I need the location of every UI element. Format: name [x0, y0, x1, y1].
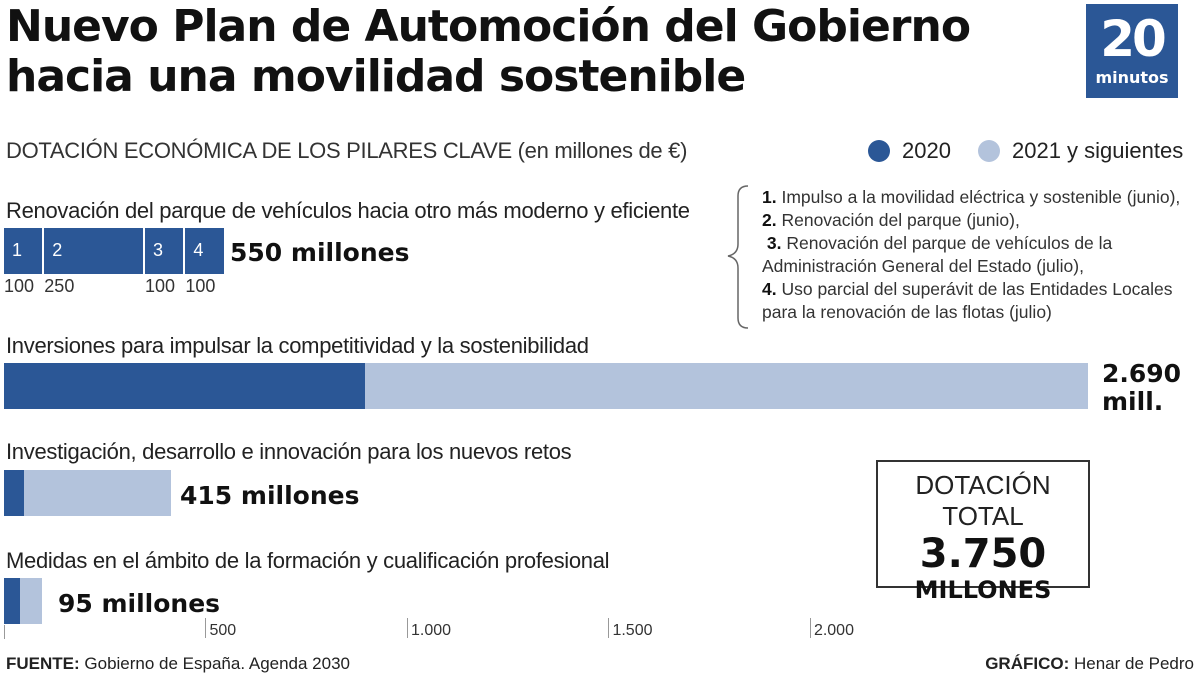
pillar-4-title: Medidas en el ámbito de la formación y c… — [6, 548, 610, 573]
x-axis-tick-mark — [809, 618, 811, 638]
pillar-4-segment-2021 — [20, 578, 43, 624]
source-text: Gobierno de España. Agenda 2030 — [79, 654, 351, 673]
pillar-2-segment-2021 — [364, 363, 1088, 409]
credit-label: GRÁFICO: — [985, 654, 1070, 673]
pillar-3-segment-2021 — [24, 470, 172, 516]
pillar-3-segment-2020 — [4, 470, 25, 516]
total-box-value: 3.750 — [919, 531, 1047, 577]
pillar-1-segment-label: 2 — [52, 240, 63, 260]
note-num-4: 4. — [762, 279, 777, 299]
x-axis-tick-label: 500 — [209, 622, 237, 639]
note-num-1: 1. — [762, 187, 777, 207]
pillar-1-segment-value: 250 — [44, 276, 75, 296]
pillar-1-segment-value: 100 — [185, 276, 216, 296]
pillar-2-total-value: 2.690 — [1102, 359, 1182, 388]
pillar-1-segment-value: 100 — [4, 276, 35, 296]
total-box-label: DOTACIÓN TOTAL — [915, 470, 1051, 531]
chart-title: Nuevo Plan de Automoción del Gobierno ha… — [6, 2, 1066, 102]
x-axis-tick-mark — [205, 618, 207, 638]
pillar-1-segment-value: 100 — [145, 276, 176, 296]
pillar-4-total: 95 millones — [58, 589, 221, 618]
note-text-4: Uso parcial del superávit de las Entidad… — [762, 279, 1173, 322]
pillar-1-note: 1. Impulso a la movilidad eléctrica y so… — [762, 186, 1192, 324]
note-text-3: Renovación del parque de vehículos de la… — [762, 233, 1113, 276]
note-num-3: 3. — [766, 233, 782, 253]
total-box: DOTACIÓN TOTAL 3.750 MILLONES — [876, 460, 1090, 604]
x-axis-tick-label: 1.000 — [410, 622, 452, 639]
x-axis-tick-label: 1.500 — [612, 622, 653, 639]
x-axis-tick-label: 2.000 — [813, 622, 854, 639]
pillar-2-total-unit: mill. — [1102, 387, 1164, 416]
axis-origin-line — [4, 625, 5, 639]
total-box-unit: MILLONES — [914, 576, 1052, 604]
logo-word: minutos — [1095, 68, 1169, 87]
brand-logo: 20 minutos — [1086, 4, 1178, 98]
pillar-3-title: Investigación, desarrollo e innovación p… — [6, 439, 572, 464]
credit-text: Henar de Pedro — [1069, 654, 1194, 673]
legend-item-2020: 2020 — [868, 138, 951, 164]
legend-label-2020: 2020 — [902, 138, 951, 163]
pillar-2-segment-2020 — [4, 363, 365, 409]
pillar-1-segment-label: 1 — [12, 240, 23, 260]
legend-label-2021: 2021 y siguientes — [1012, 138, 1184, 163]
pillar-3-total: 415 millones — [180, 481, 360, 510]
legend-swatch-dark — [868, 140, 890, 162]
pillar-2-total: 2.690 mill. — [1102, 360, 1181, 416]
pillar-2-title: Inversiones para impulsar la competitivi… — [6, 333, 589, 358]
source-note: FUENTE: Gobierno de España. Agenda 2030 — [6, 654, 350, 674]
credit-note: GRÁFICO: Henar de Pedro — [985, 654, 1194, 674]
logo-number: 20 — [1100, 10, 1167, 68]
x-axis-tick-mark — [608, 618, 610, 638]
chart-subtitle: DOTACIÓN ECONÓMICA DE LOS PILARES CLAVE … — [6, 138, 688, 163]
pillar-1-segment-2: 2 — [44, 228, 144, 274]
title-line-2: hacia una movilidad sostenible — [6, 51, 746, 102]
source-label: FUENTE: — [6, 654, 80, 673]
pillar-4-segment-2020 — [4, 578, 21, 624]
legend-item-2021: 2021 y siguientes — [978, 138, 1183, 164]
note-text-1: Impulso a la movilidad eléctrica y soste… — [776, 187, 1181, 207]
pillar-1-title: Renovación del parque de vehículos hacia… — [6, 198, 690, 223]
note-num-2: 2. — [762, 210, 777, 230]
note-text-2: Renovación del parque (junio), — [776, 210, 1020, 230]
pillar-1-segment-label: 4 — [193, 240, 204, 260]
pillar-1-segment-3: 3 — [145, 228, 184, 274]
pillar-1-segment-4: 4 — [185, 228, 224, 274]
legend-swatch-light — [978, 140, 1000, 162]
pillar-1-segment-1: 1 — [4, 228, 43, 274]
pillar-1-segment-label: 3 — [153, 240, 164, 260]
x-axis-tick-mark — [406, 618, 408, 638]
title-line-1: Nuevo Plan de Automoción del Gobierno — [6, 1, 971, 52]
brace-icon — [727, 185, 749, 329]
pillar-1-total: 550 millones — [230, 238, 410, 267]
